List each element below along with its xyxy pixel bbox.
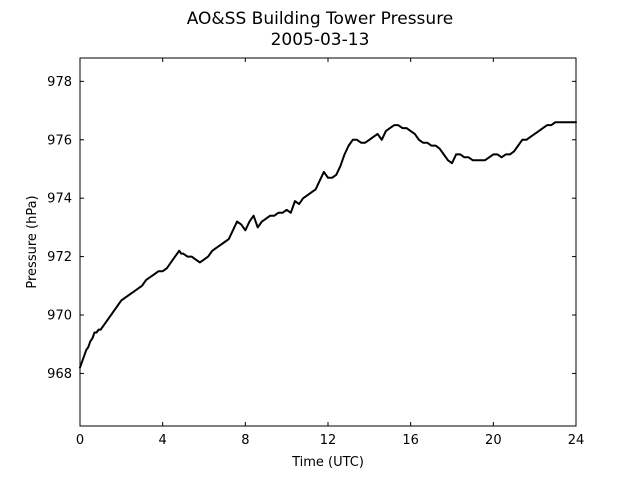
y-tick-label-5: 978 — [47, 75, 72, 90]
y-tick-label-3: 974 — [47, 192, 72, 207]
x-axis-label: Time (UTC) — [291, 455, 364, 470]
y-tick-label-2: 972 — [47, 250, 72, 265]
x-tick-label-5: 20 — [485, 433, 502, 448]
y-tick-label-1: 970 — [47, 309, 72, 324]
chart-subtitle: 2005-03-13 — [271, 30, 370, 50]
y-axis-label: Pressure (hPa) — [25, 195, 40, 288]
chart-title: AO&SS Building Tower Pressure — [187, 9, 454, 29]
y-tick-label-0: 968 — [47, 367, 72, 382]
y-axis-ticks: 968 970 972 974 976 978 — [47, 75, 576, 382]
x-axis-ticks: 0 4 8 12 16 20 24 — [76, 58, 584, 448]
y-tick-label-4: 976 — [47, 133, 72, 148]
x-tick-label-4: 16 — [402, 433, 419, 448]
pressure-series-line — [79, 121, 577, 369]
x-tick-label-0: 0 — [76, 433, 84, 448]
x-tick-label-1: 4 — [159, 433, 167, 448]
x-tick-label-3: 12 — [320, 433, 337, 448]
x-tick-label-2: 8 — [241, 433, 249, 448]
plot-area-frame — [79, 57, 577, 427]
x-tick-label-6: 24 — [568, 433, 585, 448]
